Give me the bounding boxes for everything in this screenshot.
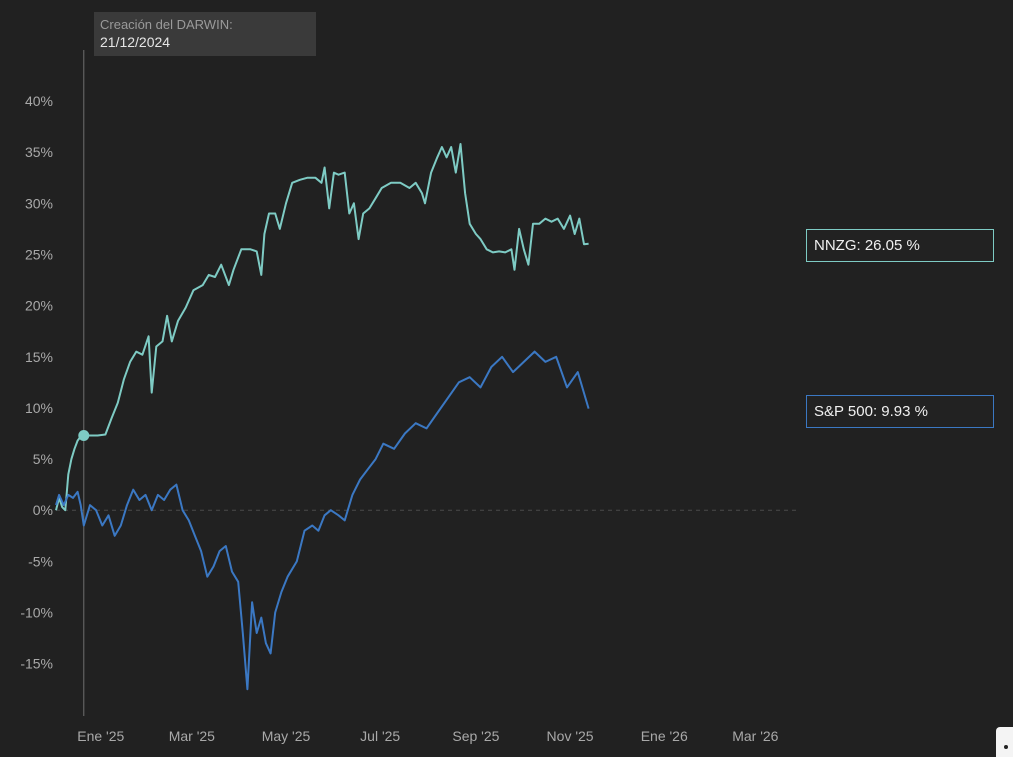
- sp500-series-line: [55, 350, 590, 691]
- y-tick-label: -5%: [28, 553, 53, 569]
- darwin-creation-marker: [78, 430, 90, 442]
- y-tick-label: 35%: [25, 144, 53, 160]
- x-tick-label: Nov '25: [547, 728, 594, 744]
- darwin-creation-title: Creación del DARWIN:: [100, 17, 233, 32]
- nnzg-last-value-tag: NNZG: 26.05 %: [806, 229, 994, 262]
- x-axis: Ene '25 Mar '25 May '25 Jul '25 Sep '25 Nov '…: [77, 728, 778, 744]
- darwin-creation-date: 21/12/2024: [100, 34, 171, 50]
- y-tick-label: 30%: [25, 195, 53, 211]
- x-tick-label: Mar '25: [169, 728, 215, 744]
- y-tick-label: 0%: [33, 502, 53, 518]
- y-axis: 40% 35% 30% 25% 20% 15% 10% 5% 0% -5% -10% -15%: [20, 93, 53, 672]
- x-tick-label: Ene '25: [77, 728, 124, 744]
- nnzg-series-line: [55, 143, 589, 512]
- y-tick-label: -10%: [20, 605, 53, 621]
- x-tick-label: Mar '26: [732, 728, 778, 744]
- corner-widget-button[interactable]: [996, 727, 1013, 757]
- series-layer: [55, 143, 590, 691]
- y-tick-label: 25%: [25, 246, 53, 262]
- darwin-creation-annotation: Creación del DARWIN: 21/12/2024: [94, 12, 316, 56]
- y-tick-label: -15%: [20, 656, 53, 672]
- y-tick-label: 40%: [25, 93, 53, 109]
- x-tick-label: Jul '25: [360, 728, 400, 744]
- corner-dot-icon: [1004, 745, 1008, 749]
- x-tick-label: Ene '26: [641, 728, 688, 744]
- y-tick-label: 10%: [25, 400, 53, 416]
- y-tick-label: 20%: [25, 298, 53, 314]
- x-tick-label: May '25: [262, 728, 311, 744]
- x-tick-label: Sep '25: [452, 728, 499, 744]
- y-tick-label: 15%: [25, 349, 53, 365]
- sp500-last-value-tag: S&P 500: 9.93 %: [806, 395, 994, 428]
- y-tick-label: 5%: [33, 451, 53, 467]
